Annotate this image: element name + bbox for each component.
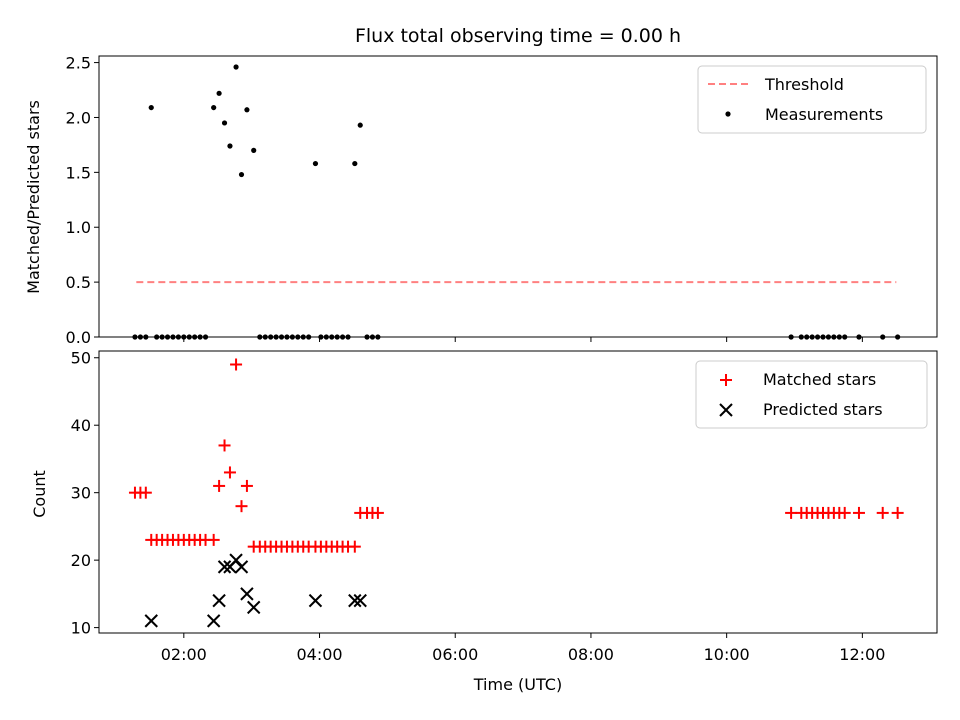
top-y-tick-label: 1.5 bbox=[66, 163, 91, 182]
matched-star-point bbox=[371, 506, 384, 519]
matched-star-point bbox=[852, 506, 865, 519]
bottom-y-tick-label: 30 bbox=[71, 484, 91, 503]
legend-matched-label: Matched stars bbox=[763, 370, 876, 389]
legend-predicted-swatch bbox=[719, 403, 733, 417]
matched-star-point bbox=[891, 506, 904, 519]
measurement-point bbox=[211, 104, 217, 111]
matched-star-point bbox=[876, 506, 889, 519]
top-legend-box bbox=[697, 65, 927, 134]
predicted-star-point bbox=[308, 593, 323, 608]
x-tick-label: 10:00 bbox=[704, 645, 750, 664]
bottom-panel: 10 20 30 40 50 02:00 04:00 06:00 08:00 10:00 12:0… bbox=[30, 349, 938, 694]
x-tick-label: 06:00 bbox=[432, 645, 478, 664]
measurement-point bbox=[227, 143, 233, 149]
measurement-point bbox=[357, 122, 363, 128]
chart-title: Flux total observing time = 0.00 h bbox=[355, 25, 681, 47]
predicted-star-point bbox=[212, 593, 226, 608]
measurement-point bbox=[216, 90, 222, 96]
x-tick-label: 02:00 bbox=[161, 645, 207, 664]
top-y-tick-label: 2.0 bbox=[66, 108, 91, 127]
measurement-point bbox=[233, 64, 239, 70]
matched-star-point bbox=[230, 358, 243, 371]
predicted-star-point bbox=[234, 560, 249, 574]
predicted-star-point bbox=[206, 614, 221, 628]
predicted-star-point bbox=[217, 560, 232, 574]
measurement-point bbox=[352, 160, 358, 167]
matched-star-point bbox=[139, 486, 152, 499]
top-y-tick-label: 2.5 bbox=[66, 54, 91, 73]
matched-star-point bbox=[235, 500, 248, 513]
legend-matched-swatch bbox=[720, 374, 732, 386]
measurement-point bbox=[244, 107, 250, 113]
matched-star-point bbox=[207, 533, 220, 546]
x-tick-label: 04:00 bbox=[296, 645, 342, 664]
predicted-star-point bbox=[353, 593, 367, 608]
top-y-axis-label: Matched/Predicted stars bbox=[24, 100, 43, 294]
matched-star-point bbox=[223, 466, 236, 479]
matched-star-point bbox=[785, 506, 798, 519]
predicted-star-point bbox=[247, 600, 261, 615]
top-y-tick-label: 0.5 bbox=[66, 273, 91, 292]
bottom-y-tick-label: 10 bbox=[71, 619, 91, 638]
legend-measurements-label: Measurements bbox=[765, 105, 883, 124]
bottom-legend-box bbox=[695, 360, 928, 429]
bottom-y-tick-label: 50 bbox=[71, 349, 91, 368]
predicted-star-point bbox=[240, 587, 254, 601]
x-tick-label: 08:00 bbox=[568, 645, 614, 664]
top-y-tick-label: 1.0 bbox=[66, 218, 91, 237]
measurement-point bbox=[251, 147, 257, 153]
legend-threshold-label: Threshold bbox=[764, 75, 844, 94]
measurement-point bbox=[221, 120, 228, 126]
measurement-point bbox=[148, 104, 154, 111]
x-tick-label: 12:00 bbox=[839, 645, 885, 664]
bottom-plot-border bbox=[98, 350, 938, 634]
predicted-star-point bbox=[348, 593, 362, 608]
legend-predicted-label: Predicted stars bbox=[763, 400, 883, 419]
matched-star-point bbox=[218, 439, 231, 452]
bottom-y-axis-label: Count bbox=[30, 470, 49, 518]
top-panel: 0.0 0.5 1.0 1.5 2.0 2.5 Matched/Predicted sta… bbox=[24, 54, 938, 347]
measurement-point bbox=[238, 171, 245, 178]
measurement-point bbox=[312, 160, 319, 167]
matched-star-point bbox=[240, 479, 253, 492]
top-y-tick-label: 0.0 bbox=[66, 328, 91, 347]
top-legend: Threshold Measurements bbox=[697, 65, 927, 134]
predicted-star-point bbox=[144, 614, 158, 628]
legend-measurements-swatch bbox=[725, 111, 731, 117]
bottom-legend: Matched stars Predicted stars bbox=[695, 360, 928, 429]
matched-star-point bbox=[213, 479, 226, 492]
bottom-y-tick-label: 40 bbox=[71, 416, 91, 435]
bottom-y-tick-label: 20 bbox=[71, 551, 91, 570]
matched-star-point bbox=[838, 506, 851, 519]
top-plot-border bbox=[98, 55, 938, 338]
x-axis-label: Time (UTC) bbox=[473, 675, 562, 694]
matched-star-point bbox=[348, 540, 361, 553]
